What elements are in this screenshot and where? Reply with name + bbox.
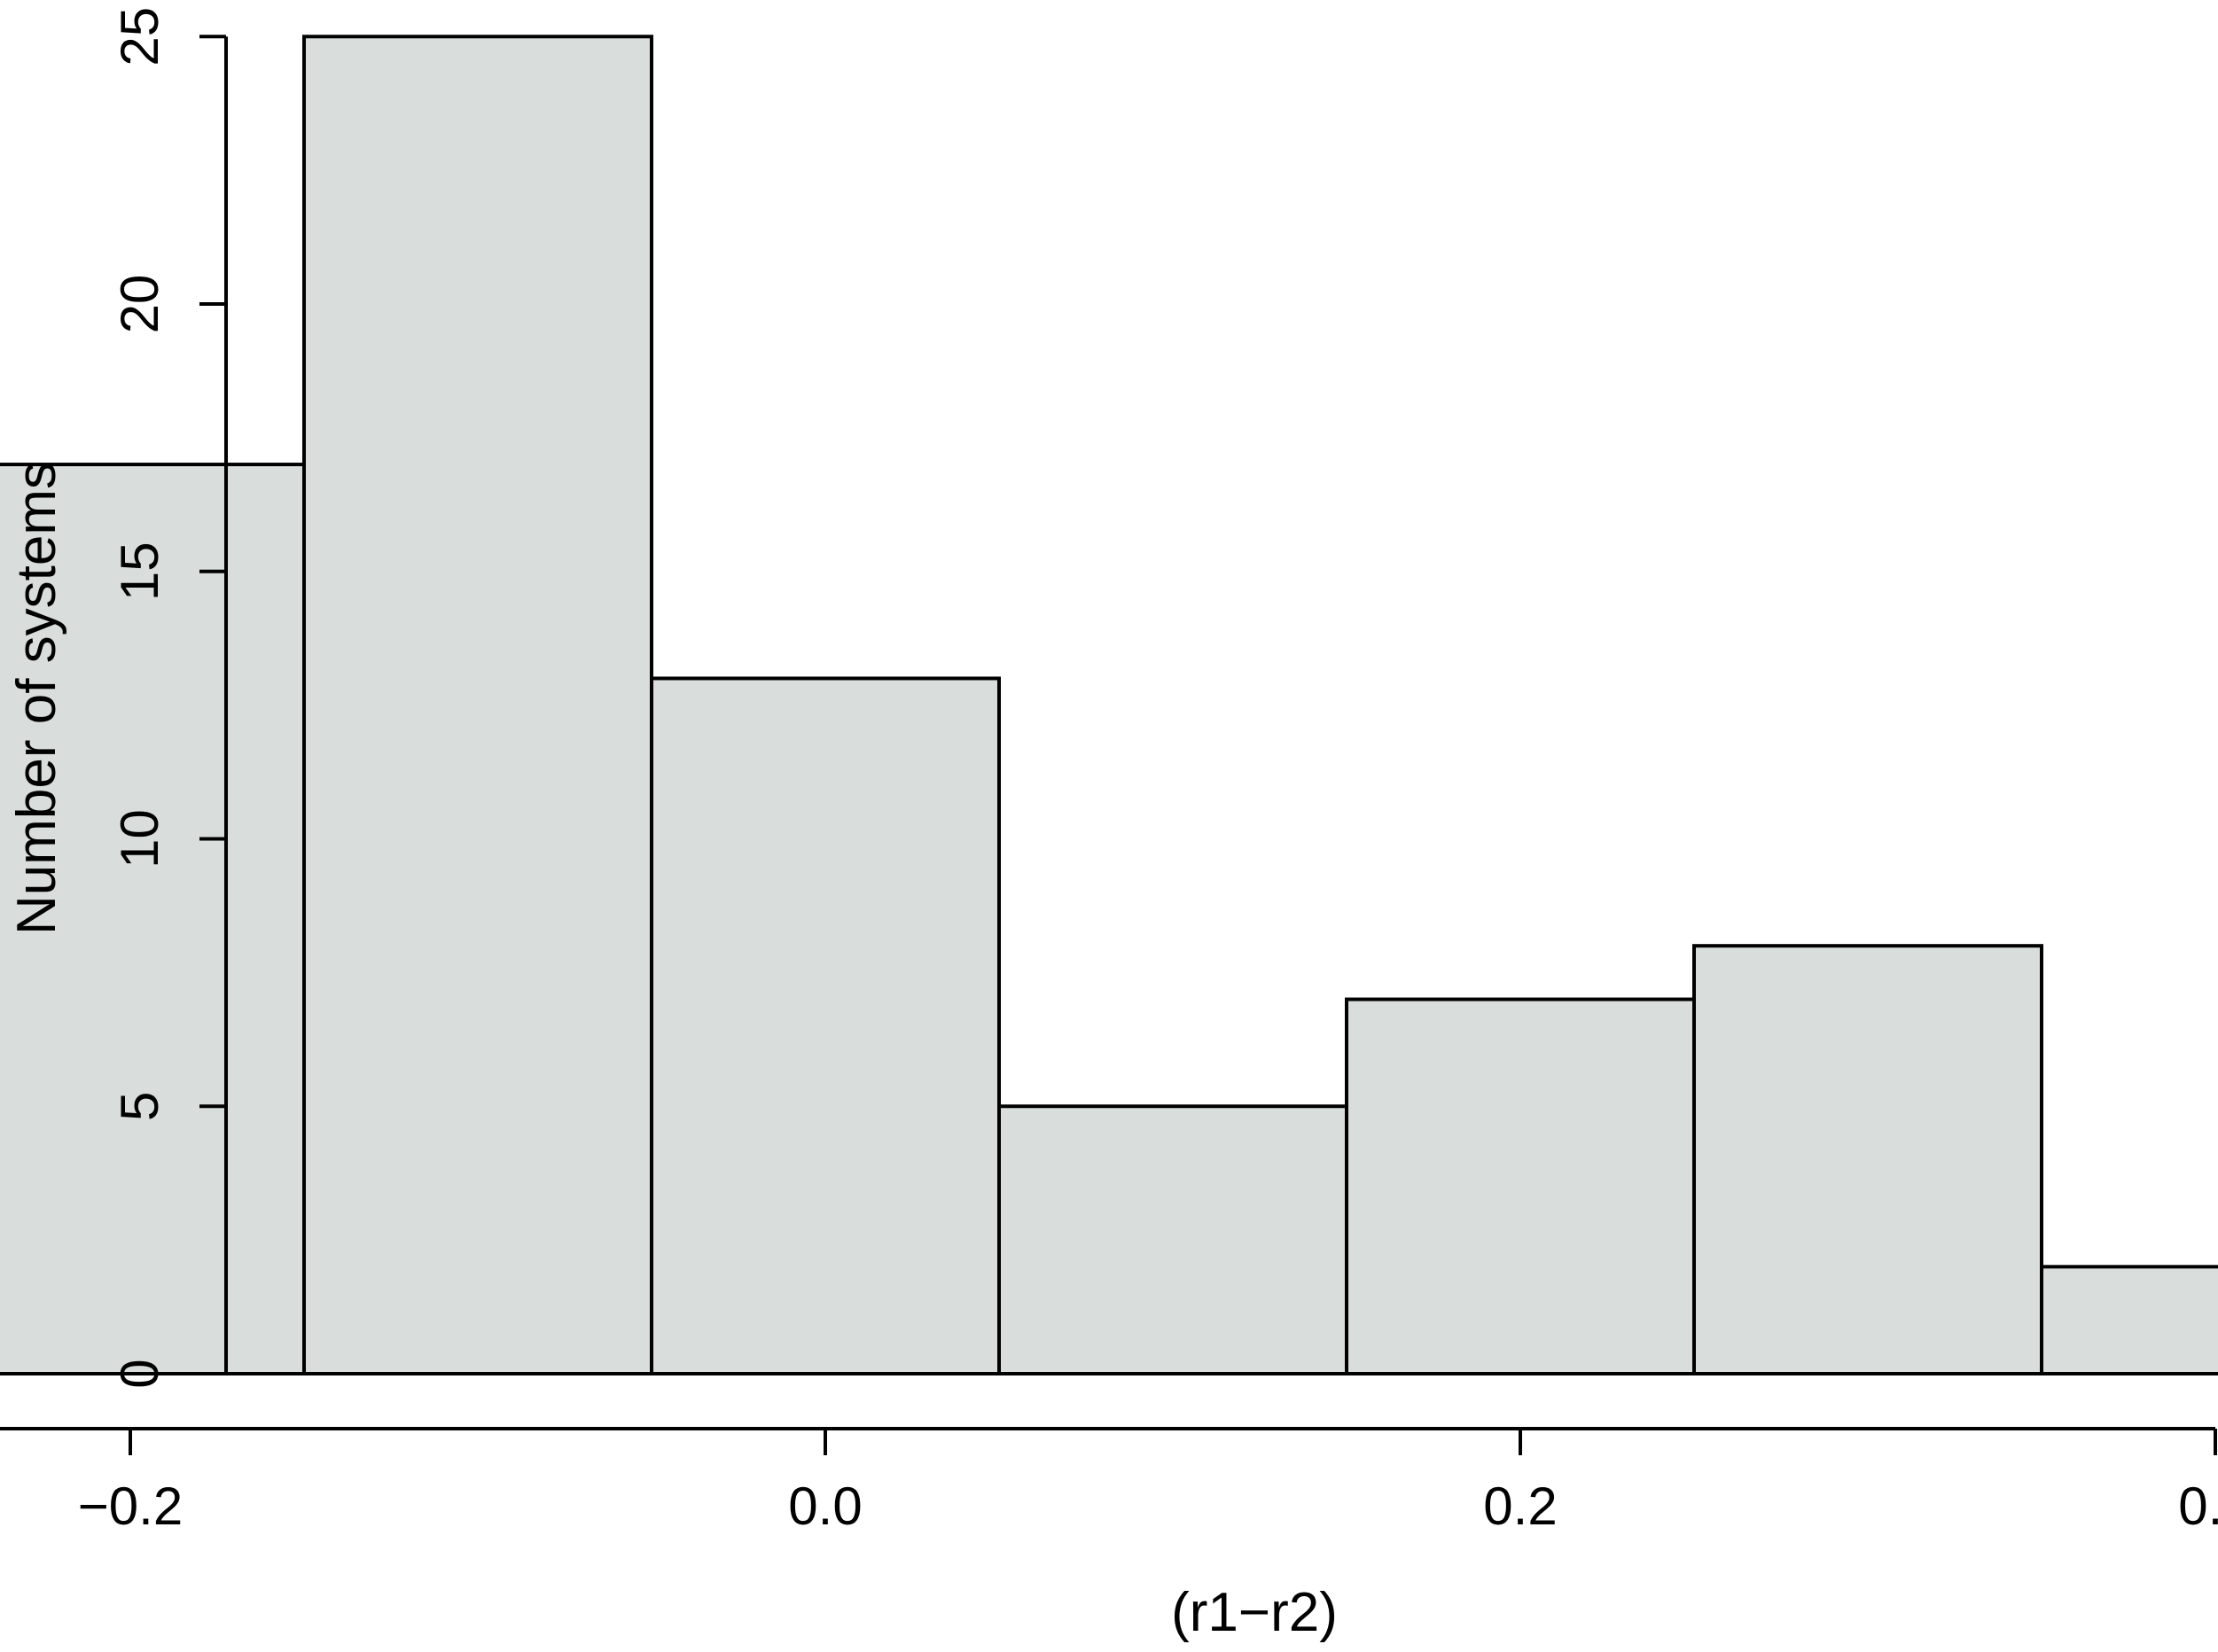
y-axis-title: Number of systems bbox=[6, 462, 67, 935]
histogram-bar-3 bbox=[302, 35, 653, 1375]
x-tick-label-2: 0.0 bbox=[788, 1477, 862, 1536]
histogram-bar-5 bbox=[997, 1104, 1348, 1375]
histogram-bar-2 bbox=[0, 463, 306, 1375]
y-tick-label-25: 25 bbox=[110, 7, 169, 66]
y-axis: 0 5 10 15 20 25 bbox=[110, 7, 228, 1389]
x-tick-label-4: 0.4 bbox=[2178, 1477, 2218, 1536]
y-tick-label-0: 0 bbox=[110, 1359, 169, 1388]
histogram-bar-4 bbox=[650, 676, 1001, 1375]
histogram-bar-7 bbox=[1692, 944, 2043, 1375]
x-tick-label-1: −0.2 bbox=[78, 1477, 183, 1536]
y-tick-label-10: 10 bbox=[110, 809, 169, 869]
x-axis: −0.4−0.20.00.20.4 bbox=[0, 1427, 2218, 1536]
histogram-bar-6 bbox=[1345, 997, 1696, 1376]
y-tick-label-15: 15 bbox=[110, 542, 169, 601]
y-tick-label-20: 20 bbox=[110, 275, 169, 334]
x-axis-title: (r1−r2) bbox=[1171, 1582, 1338, 1643]
histogram-bars bbox=[0, 35, 2218, 1376]
histogram-bar-8 bbox=[2040, 1265, 2218, 1376]
x-tick-label-3: 0.2 bbox=[1483, 1477, 1557, 1536]
y-tick-label-5: 5 bbox=[110, 1092, 169, 1121]
